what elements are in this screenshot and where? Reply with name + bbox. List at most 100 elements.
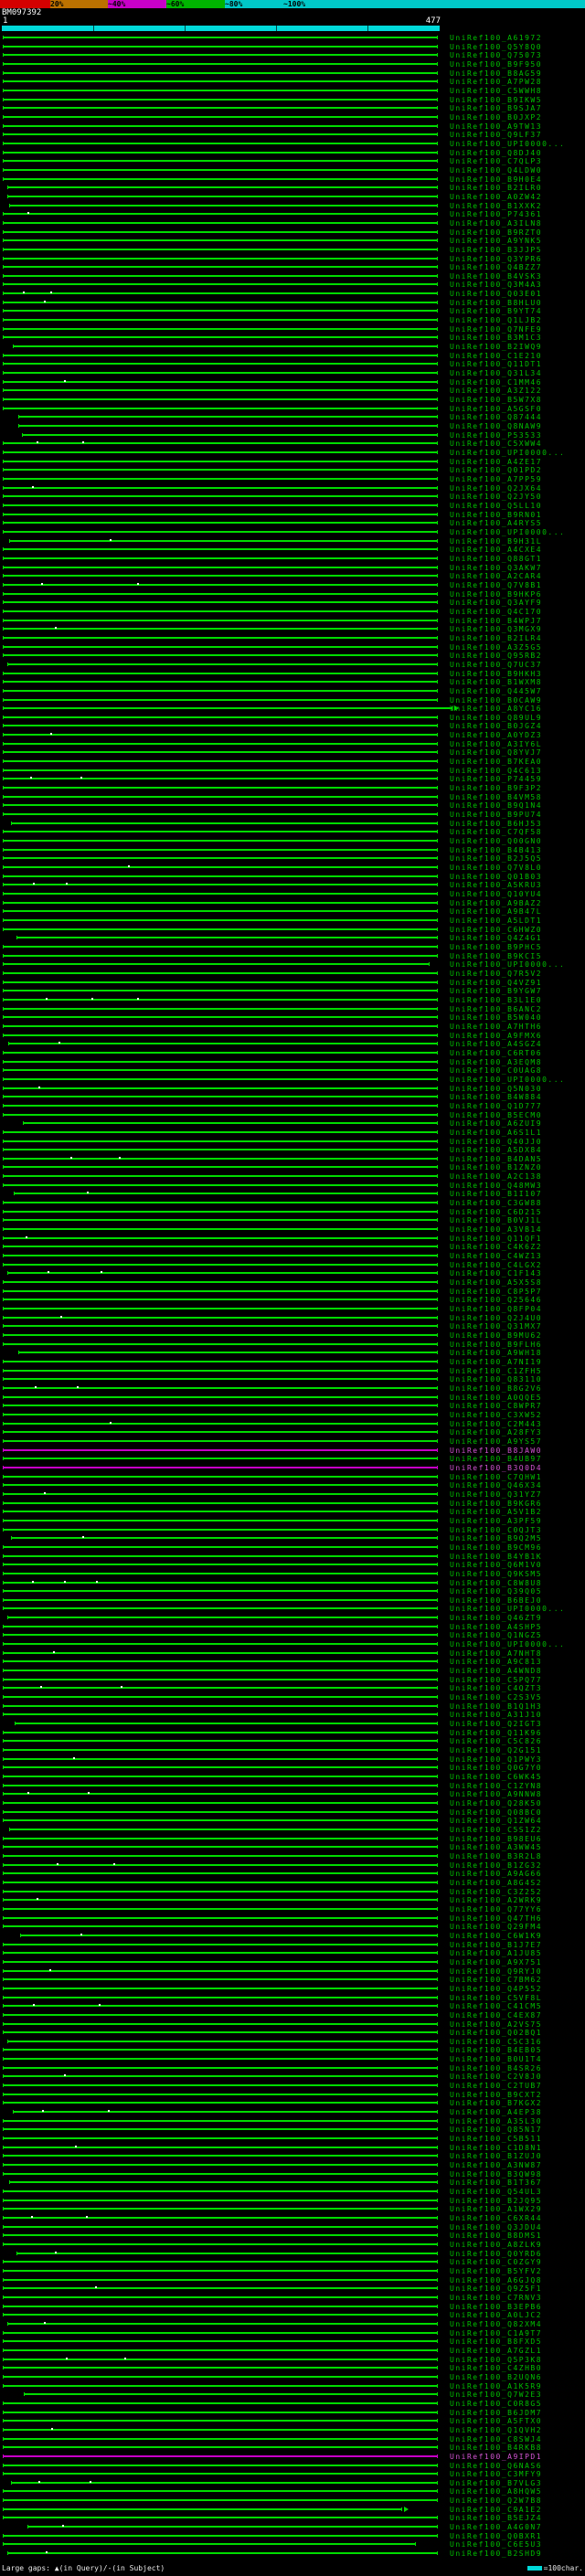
hit-row[interactable]: UniRef100_A3PF59	[0, 1516, 585, 1525]
hit-row[interactable]: UniRef100_Q29FM4	[0, 1922, 585, 1931]
hit-row[interactable]: UniRef100_Q11K96	[0, 1728, 585, 1737]
hit-bar[interactable]	[3, 2428, 438, 2431]
hit-accession-label[interactable]: UniRef100_Q1D777	[450, 1101, 543, 1110]
hit-bar[interactable]	[3, 54, 438, 57]
hit-row[interactable]: UniRef100_C0UAG8	[0, 1065, 585, 1075]
hit-bar[interactable]	[3, 221, 438, 224]
hit-accession-label[interactable]: UniRef100_UPI0000...	[450, 1075, 566, 1084]
hit-accession-label[interactable]: UniRef100_UPI0000...	[450, 527, 566, 536]
hit-bar[interactable]	[3, 327, 438, 330]
hit-bar[interactable]	[3, 407, 438, 409]
hit-row[interactable]: UniRef100_C1F143	[0, 1268, 585, 1277]
hit-row[interactable]: UniRef100_B3Q0D4	[0, 1463, 585, 1472]
hit-row[interactable]: UniRef100_B0CAW9	[0, 695, 585, 705]
hit-bar[interactable]	[3, 1051, 438, 1054]
hit-row[interactable]: UniRef100_B8AG59	[0, 69, 585, 78]
hit-row[interactable]: UniRef100_Q1D777	[0, 1101, 585, 1110]
hit-accession-label[interactable]: UniRef100_B1XXK2	[450, 201, 543, 210]
hit-row[interactable]: UniRef100_Q6NAS6	[0, 2461, 585, 2470]
hit-bar[interactable]	[20, 1934, 438, 1936]
hit-bar[interactable]	[3, 2305, 438, 2307]
hit-row[interactable]: UniRef100_P74361	[0, 209, 585, 218]
hit-row[interactable]: UniRef100_B2ILR0	[0, 183, 585, 192]
hit-row[interactable]: UniRef100_A61972	[0, 33, 585, 42]
hit-row[interactable]: UniRef100_Q87444	[0, 412, 585, 421]
hit-row[interactable]: UniRef100_B9CXT2	[0, 2090, 585, 2099]
hit-accession-label[interactable]: UniRef100_C4WZ13	[450, 1252, 543, 1261]
hit-bar[interactable]	[3, 177, 438, 180]
hit-bar[interactable]	[3, 1166, 438, 1169]
hit-row[interactable]: UniRef100_A6S1L1	[0, 1128, 585, 1137]
hit-accession-label[interactable]: UniRef100_B9YT74	[450, 307, 543, 316]
hit-bar[interactable]	[3, 1308, 438, 1310]
hit-row[interactable]: UniRef100_Q1LJB2	[0, 315, 585, 324]
hit-row[interactable]: UniRef100_C4QZT3	[0, 1683, 585, 1692]
hit-accession-label[interactable]: UniRef100_C8SWJ4	[450, 2434, 543, 2443]
hit-bar[interactable]	[3, 813, 438, 816]
hit-accession-label[interactable]: UniRef100_Q9Z5F1	[450, 2284, 543, 2294]
hit-row[interactable]: UniRef100_Q3JDU4	[0, 2222, 585, 2231]
hit-accession-label[interactable]: UniRef100_A9X751	[450, 1957, 543, 1966]
hit-accession-label[interactable]: UniRef100_A6GJQ8	[450, 2275, 543, 2284]
hit-accession-label[interactable]: UniRef100_B0CAW9	[450, 695, 543, 705]
hit-row[interactable]: UniRef100_B3QW98	[0, 2169, 585, 2178]
hit-row[interactable]: UniRef100_B5W040	[0, 1012, 585, 1022]
hit-accession-label[interactable]: UniRef100_B9KGR6	[450, 1499, 543, 1508]
hit-bar[interactable]	[3, 1528, 438, 1531]
hit-row[interactable]: UniRef100_C0R8G5	[0, 2399, 585, 2408]
hit-accession-label[interactable]: UniRef100_B6ANC2	[450, 1004, 543, 1013]
hit-row[interactable]: UniRef100_A7NHT8	[0, 1648, 585, 1658]
hit-bar[interactable]	[3, 2217, 438, 2220]
hit-row[interactable]: UniRef100_Q2J4U0	[0, 1313, 585, 1322]
hit-row[interactable]: UniRef100_A9C813	[0, 1657, 585, 1666]
hit-bar[interactable]	[3, 1704, 438, 1707]
hit-row[interactable]: UniRef100_C7BM62	[0, 1975, 585, 1984]
hit-row[interactable]: UniRef100_B9PHC5	[0, 942, 585, 951]
hit-accession-label[interactable]: UniRef100_Q8NAW9	[450, 422, 543, 431]
hit-row[interactable]: UniRef100_Q0BXR1	[0, 2531, 585, 2540]
hit-row[interactable]: UniRef100_C8W8U8	[0, 1578, 585, 1587]
hit-row[interactable]: UniRef100_Q39Q05	[0, 1586, 585, 1595]
hit-bar[interactable]	[23, 1122, 438, 1125]
hit-accession-label[interactable]: UniRef100_Q95RB2	[450, 652, 543, 661]
hit-accession-label[interactable]: UniRef100_Q3YPR6	[450, 254, 543, 263]
hit-accession-label[interactable]: UniRef100_A7NHT8	[450, 1648, 543, 1658]
hit-row[interactable]: UniRef100_Q2W7B8	[0, 2496, 585, 2505]
hit-accession-label[interactable]: UniRef100_C8P5P7	[450, 1287, 543, 1296]
hit-accession-label[interactable]: UniRef100_A61972	[450, 34, 543, 42]
hit-accession-label[interactable]: UniRef100_A2C138	[450, 1172, 543, 1182]
hit-accession-label[interactable]: UniRef100_B5YFV2	[450, 2266, 543, 2275]
hit-bar[interactable]	[3, 601, 438, 604]
hit-bar[interactable]	[3, 1837, 438, 1839]
hit-row[interactable]: UniRef100_A1JU85	[0, 1948, 585, 1957]
hit-row[interactable]: UniRef100_A4ZE17	[0, 457, 585, 466]
hit-row[interactable]: UniRef100_B1ZNZ0	[0, 1162, 585, 1171]
hit-bar[interactable]	[3, 1281, 438, 1284]
hit-row[interactable]: UniRef100_B0JXP2	[0, 112, 585, 122]
hit-row[interactable]: UniRef100_A31J10	[0, 1710, 585, 1719]
hit-bar[interactable]	[13, 2111, 438, 2114]
hit-row[interactable]: UniRef100_B9PU74	[0, 810, 585, 819]
hit-bar[interactable]	[3, 1581, 438, 1584]
hit-accession-label[interactable]: UniRef100_B9PHC5	[450, 942, 543, 951]
hit-row[interactable]: UniRef100_B5YFV2	[0, 2266, 585, 2275]
hit-bar[interactable]	[3, 1670, 438, 1672]
hit-accession-label[interactable]: UniRef100_B0VJ1L	[450, 1216, 543, 1225]
hit-bar[interactable]	[3, 795, 438, 798]
hit-row[interactable]: UniRef100_Q1PWY3	[0, 1754, 585, 1764]
hit-row[interactable]: UniRef100_B4UB97	[0, 1454, 585, 1463]
hit-accession-label[interactable]: UniRef100_C7QHW1	[450, 1472, 543, 1481]
hit-accession-label[interactable]: UniRef100_A7PW28	[450, 78, 543, 87]
hit-row[interactable]: UniRef100_A8YC16	[0, 704, 585, 713]
hit-row[interactable]: UniRef100_Q95RB2	[0, 651, 585, 660]
hit-accession-label[interactable]: UniRef100_C3MFY9	[450, 2470, 543, 2479]
hit-bar[interactable]	[3, 478, 438, 480]
hit-accession-label[interactable]: UniRef100_A5DX84	[450, 1146, 543, 1155]
hit-bar[interactable]	[3, 1342, 438, 1345]
hit-row[interactable]: UniRef100_A2CAR4	[0, 571, 585, 580]
hit-accession-label[interactable]: UniRef100_A0LJC2	[450, 2311, 543, 2320]
hit-row[interactable]: UniRef100_C1A9T7	[0, 2328, 585, 2337]
hit-accession-label[interactable]: UniRef100_B3EPB6	[450, 2302, 543, 2311]
hit-bar[interactable]	[3, 1519, 438, 1521]
hit-bar[interactable]	[3, 1263, 438, 1266]
